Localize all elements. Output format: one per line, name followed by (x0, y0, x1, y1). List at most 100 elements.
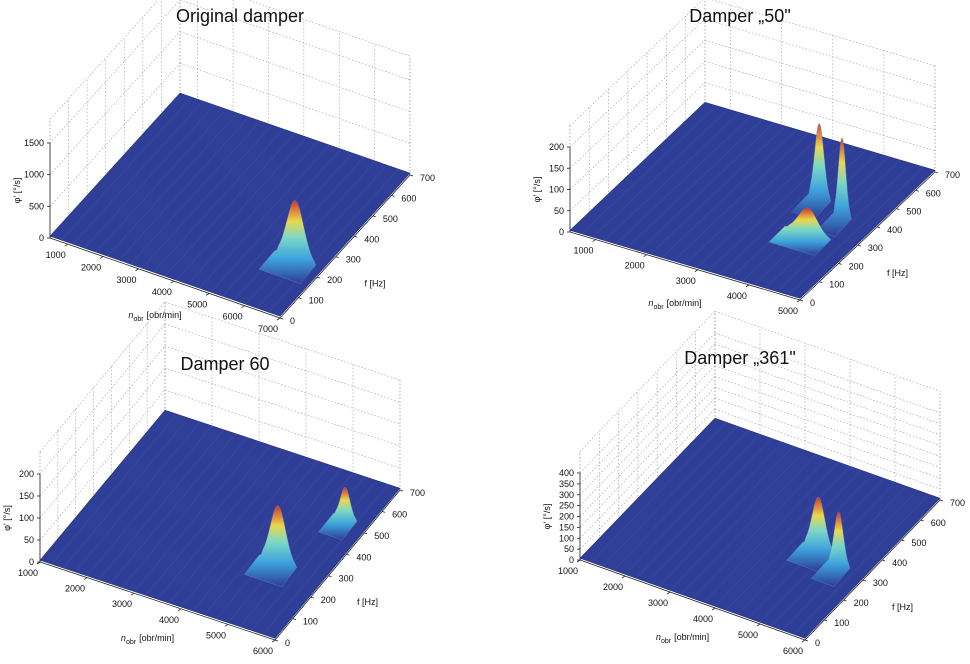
x-tick (711, 607, 716, 611)
panel: 1000200030004000500060000100200300400500… (2, 301, 425, 656)
grid-line (164, 389, 401, 469)
y-tick (939, 499, 944, 502)
surface-mesh (719, 146, 855, 275)
surface-peak (816, 137, 852, 237)
surface-mesh (615, 115, 752, 245)
y-tick (279, 317, 284, 320)
x-axis-symbol: n (648, 298, 653, 308)
y-tick-label: 300 (339, 574, 354, 584)
grid-line (704, 82, 936, 152)
panel: 1000200030004000500060000100200300400500… (542, 310, 965, 656)
y-axis (804, 499, 941, 641)
surface-mesh (61, 96, 192, 241)
surface-mesh (753, 156, 890, 285)
y-tick (346, 553, 350, 556)
x-tick-label: 3000 (112, 599, 132, 609)
z-tick-label: 100 (559, 533, 574, 543)
surface-mesh (180, 456, 307, 608)
x-tick (271, 639, 276, 643)
surface-mesh (602, 426, 738, 567)
y-tick (409, 174, 414, 177)
y-tick (298, 297, 302, 299)
surface-mesh (98, 429, 224, 580)
y-tick-label: 300 (346, 255, 361, 265)
z-tick-label: 1500 (24, 138, 44, 148)
x-tick-label: 1000 (18, 568, 38, 578)
y-tick (882, 559, 886, 562)
z-tick-label: 0 (39, 233, 44, 243)
grid-line (39, 345, 166, 497)
surface-mesh (692, 458, 828, 599)
z-tick-label: 150 (559, 522, 574, 532)
surface-peak (318, 486, 358, 541)
chart-title: Damper „361" (684, 348, 795, 368)
grid-line (704, 61, 936, 130)
surface-mesh (647, 442, 783, 583)
y-tick-label: 300 (873, 578, 888, 588)
y-tick (317, 276, 321, 279)
grid-line (714, 365, 941, 446)
x-tick-label: 3000 (676, 276, 696, 286)
box-edge (49, 0, 159, 120)
x-axis-unit: [obr/min] (139, 633, 174, 643)
grid-line (164, 323, 401, 403)
x-axis-label: nobr [obr/min] (656, 632, 709, 645)
z-tick-label: 350 (559, 479, 574, 489)
z-tick-label: 50 (564, 544, 574, 554)
grid-line (49, 0, 181, 144)
x-tick-label: 2000 (603, 582, 623, 592)
x-axis-symbol: n (656, 632, 661, 642)
y-tick (843, 599, 847, 602)
y-tick-label: 400 (356, 552, 371, 562)
x-tick (592, 239, 596, 242)
grid-line (49, 63, 181, 207)
y-tick-label: 0 (290, 316, 295, 326)
x-tick-label: 4000 (152, 287, 172, 297)
x-tick (756, 623, 761, 627)
y-tick-label: 600 (392, 509, 407, 519)
y-tick (819, 281, 823, 284)
z-tick-label: 200 (549, 142, 564, 152)
x-tick-label: 5000 (206, 630, 226, 640)
surface-mesh (63, 417, 189, 569)
panel: 1000200030004000500001002003004005006007… (532, 0, 960, 316)
box-edge (711, 0, 936, 67)
x-tick (694, 269, 698, 273)
z-tick-label: 300 (559, 490, 574, 500)
x-tick-label: 2000 (65, 584, 85, 594)
surface-mesh (627, 119, 763, 248)
surface-mesh (176, 136, 307, 281)
surface-mesh (638, 122, 775, 251)
surface-peak (768, 207, 832, 256)
surface-mesh (624, 434, 761, 575)
surface-mesh (681, 454, 817, 595)
grid-line (569, 18, 706, 148)
x-tick (666, 591, 671, 595)
x-tick-label: 6000 (783, 646, 803, 656)
x-axis-subscript: obr (653, 304, 664, 311)
grid-line (714, 397, 941, 479)
surface-mesh (164, 132, 296, 277)
x-tick-label: 4000 (159, 615, 179, 625)
z-tick-label: 400 (559, 468, 574, 478)
y-tick-label: 700 (945, 170, 960, 180)
x-tick (177, 608, 182, 612)
y-tick (399, 489, 404, 492)
x-axis-subscript: obr (126, 639, 137, 646)
surface-mesh (107, 112, 238, 257)
y-tick-label: 0 (810, 298, 815, 308)
x-axis-subscript: obr (661, 638, 672, 645)
grid-line (569, 40, 706, 169)
z-tick-label: 150 (549, 163, 564, 173)
grid-line (704, 39, 936, 109)
y-tick-label: 200 (854, 598, 869, 608)
x-tick (621, 575, 626, 579)
surface-mesh (141, 124, 273, 269)
surface-mesh (210, 148, 342, 293)
z-tick-label: 200 (559, 512, 574, 522)
z-tick-label: 50 (554, 206, 564, 216)
grid-line (569, 61, 706, 190)
surface-mesh (169, 453, 295, 604)
z-tick-label: 250 (559, 501, 574, 511)
grid-line (39, 367, 166, 519)
